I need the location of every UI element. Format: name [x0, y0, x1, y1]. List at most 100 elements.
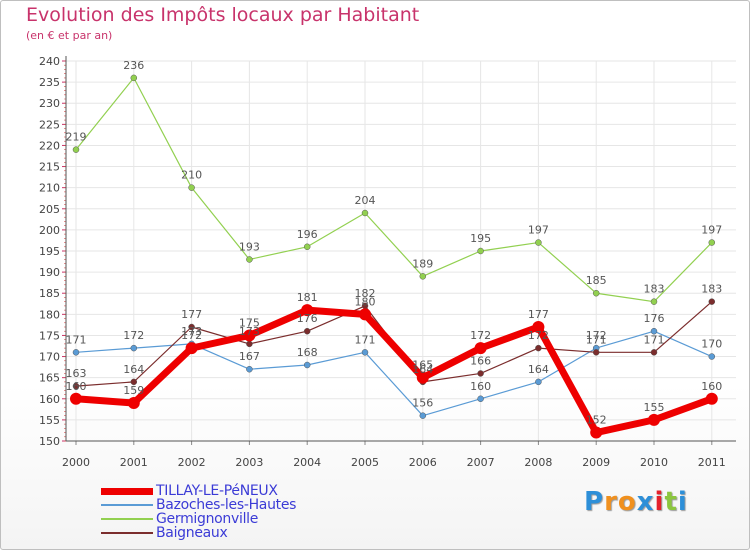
data-point	[419, 273, 427, 280]
logo-letter: P	[584, 487, 605, 517]
chart-title: Evolution des Impôts locaux par Habitant	[26, 4, 420, 26]
data-label: 171	[66, 333, 87, 346]
data-label: 160	[470, 380, 491, 393]
data-label: 152	[586, 414, 607, 427]
data-point	[592, 349, 600, 356]
data-label: 171	[644, 333, 665, 346]
y-tick-label: 225	[39, 118, 60, 131]
y-tick-label: 220	[39, 139, 60, 152]
data-point	[535, 378, 542, 386]
data-point	[532, 321, 545, 333]
data-label: 175	[239, 316, 260, 329]
data-point	[130, 344, 138, 352]
data-label: 204	[355, 194, 376, 207]
x-tick-label: 2008	[524, 456, 552, 469]
y-tick-label: 165	[39, 372, 60, 385]
y-tick-label: 205	[39, 203, 60, 216]
y-tick-label: 175	[39, 329, 60, 342]
data-point	[419, 412, 427, 419]
data-label: 173	[181, 325, 202, 338]
data-label: 160	[66, 380, 87, 393]
data-label: 183	[701, 283, 722, 296]
legend-label: Baigneaux	[156, 525, 228, 541]
data-point	[477, 395, 484, 403]
data-point	[72, 349, 80, 356]
data-point	[708, 239, 716, 246]
data-label: 185	[586, 274, 607, 287]
data-point	[535, 344, 542, 352]
x-tick-label: 2011	[698, 456, 726, 469]
data-point	[477, 247, 484, 255]
data-point	[361, 209, 369, 217]
data-label: 166	[470, 354, 491, 367]
legend-item: Baigneaux	[101, 525, 296, 541]
data-label: 182	[355, 287, 376, 300]
data-label: 173	[239, 325, 260, 338]
data-point	[130, 378, 138, 386]
data-point	[708, 298, 716, 305]
data-label: 176	[297, 312, 318, 325]
data-point	[70, 392, 82, 405]
data-label: 171	[586, 333, 607, 346]
data-label: 172	[528, 329, 549, 342]
y-tick-label: 195	[39, 245, 60, 258]
logo-letter: o	[617, 487, 637, 517]
data-label: 160	[701, 380, 722, 393]
y-tick-label: 235	[39, 76, 60, 89]
y-tick-label: 155	[39, 414, 60, 427]
x-tick-label: 2002	[178, 456, 206, 469]
legend-swatch	[101, 504, 153, 506]
legend-item: Bazoches-les-Hautes	[101, 497, 296, 513]
y-tick-label: 200	[39, 224, 60, 237]
x-tick-label: 2004	[293, 456, 321, 469]
x-tick-label: 2009	[582, 456, 610, 469]
data-label: 195	[470, 232, 491, 245]
series-line-0	[75, 306, 714, 437]
data-label: 168	[297, 346, 318, 359]
data-point	[416, 371, 429, 384]
data-point	[708, 353, 716, 360]
x-tick-label: 2003	[235, 456, 263, 469]
data-point	[188, 184, 195, 191]
data-label: 181	[297, 291, 318, 304]
data-label: 177	[528, 308, 549, 321]
data-label: 197	[528, 224, 549, 237]
data-point	[72, 382, 80, 390]
logo-letter: i	[654, 487, 665, 517]
series-line-1	[75, 330, 713, 417]
data-point	[650, 349, 658, 356]
y-tick-label: 185	[39, 287, 60, 300]
legend-item: Germignonville	[101, 511, 296, 527]
data-label: 155	[644, 401, 665, 414]
data-point	[359, 308, 371, 321]
legend-item: TILLAY-LE-PéNEUX	[101, 483, 296, 499]
x-tick-label: 2010	[640, 456, 668, 469]
data-point	[246, 365, 253, 373]
data-label: 170	[701, 338, 722, 351]
data-point	[303, 361, 311, 369]
data-label: 197	[701, 224, 722, 237]
y-tick-label: 150	[39, 435, 60, 448]
series-line-2	[75, 77, 713, 303]
data-point	[303, 327, 311, 335]
legend-swatch	[101, 532, 153, 534]
data-point	[185, 342, 198, 355]
data-label: 159	[123, 384, 144, 397]
data-label: 189	[412, 257, 433, 270]
data-label: 219	[66, 131, 87, 144]
legend-label: Germignonville	[156, 511, 259, 527]
data-label: 193	[239, 240, 260, 253]
logo-letter: r	[604, 487, 618, 517]
y-tick-label: 210	[39, 182, 60, 195]
data-point	[650, 327, 658, 335]
data-point	[301, 304, 314, 317]
data-point	[705, 392, 718, 405]
data-point	[650, 298, 658, 305]
data-label: 171	[355, 333, 376, 346]
logo-letter: i	[677, 487, 688, 517]
chart-legend: TILLAY-LE-PéNEUX Bazoches-les-Hautes Germi…	[101, 483, 296, 541]
data-point	[592, 289, 600, 297]
y-tick-label: 230	[39, 97, 60, 110]
